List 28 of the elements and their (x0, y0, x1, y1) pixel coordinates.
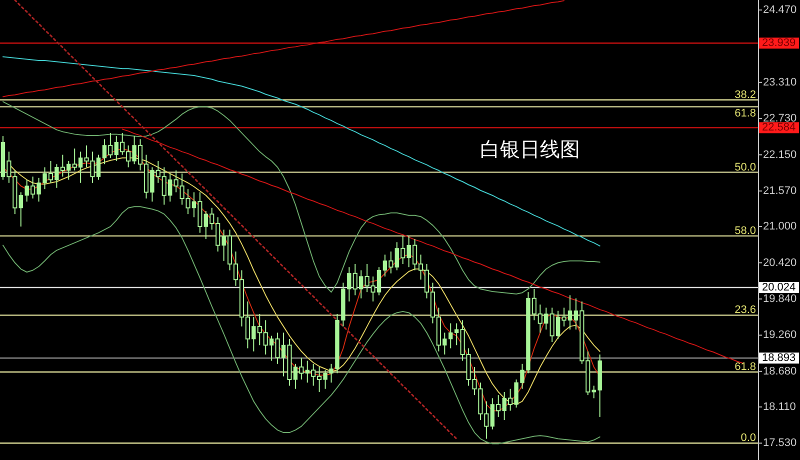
ref-line-label: 22.584 (762, 122, 796, 134)
y-tick-label: 22.150 (763, 148, 797, 161)
annotation: 38.2 (734, 88, 756, 101)
y-tick-label: 20.420 (763, 256, 797, 269)
y-tick-label: 18.110 (763, 400, 796, 413)
y-tick-label: 17.530 (763, 437, 797, 450)
annotation: 23.6 (734, 304, 756, 316)
annotation: 61.8 (734, 360, 756, 373)
annotation: 0.0 (740, 432, 756, 444)
text: 白银日线图 (480, 139, 580, 161)
y-tick-label: 21.000 (763, 220, 797, 233)
line-series (2, 206, 600, 444)
ref-line-label: 23.939 (762, 37, 796, 50)
y-tick-label: 21.570 (763, 184, 797, 197)
ref-line-label: 18.893 (762, 352, 796, 364)
y-tick-label: 24.470 (763, 4, 797, 16)
annotation: 61.8 (734, 108, 756, 120)
ref-line-label: 20.024 (762, 281, 796, 294)
line-series (14, 0, 458, 440)
y-tick-label: 23.310 (763, 76, 797, 88)
y-tick-label: 19.260 (763, 329, 797, 342)
line-series (2, 101, 600, 294)
y-tick-label: 18.680 (763, 365, 797, 378)
candlestick (454, 322, 459, 346)
annotation: 58.0 (734, 224, 756, 237)
annotation: 50.0 (734, 161, 756, 174)
line-series (2, 56, 600, 246)
y-tick-label: 19.840 (763, 292, 797, 305)
